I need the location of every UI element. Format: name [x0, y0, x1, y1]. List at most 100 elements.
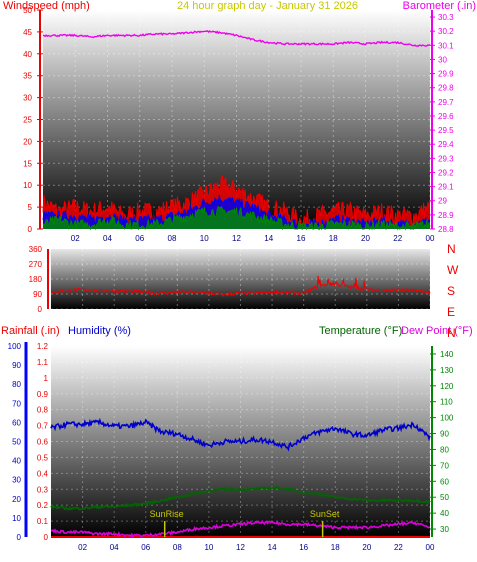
windspeed-tick-label: 20 — [23, 137, 32, 146]
temperature-tick-label: 70 — [440, 461, 449, 470]
direction-letter: S — [447, 284, 455, 298]
humidity-tick-label: 60 — [12, 418, 21, 427]
wind-x-tick-label: 12 — [232, 234, 241, 243]
temperature-tick-label: 100 — [440, 414, 454, 423]
rainfall-tick-label: 0.4 — [37, 469, 49, 478]
rainfall-tick-label: 0.8 — [37, 406, 49, 415]
humidity-tick-label: 30 — [12, 476, 21, 485]
temperature-x-tick-label: 22 — [394, 543, 403, 552]
temperature-tick-label: 60 — [440, 477, 449, 486]
wind-axes: 0 5 10 15 20 25 30 35 40 45 50 28.8 28.9 29 29.1 29.2 29… — [23, 6, 454, 243]
windspeed-tick-label: 30 — [23, 94, 32, 103]
temperature-x-tick-label: 20 — [362, 543, 371, 552]
direction-series — [51, 275, 431, 297]
windspeed-tick-label: 40 — [23, 50, 32, 59]
temperature-x-tick-label: 04 — [110, 543, 119, 552]
barometer-tick-label: 29.4 — [438, 140, 454, 149]
wind-series-line — [42, 195, 431, 231]
temperature-series-line — [50, 417, 431, 452]
temperature-x-tick-label: 12 — [236, 543, 245, 552]
direction-tick-label: 360 — [29, 245, 43, 254]
rainfall-tick-label: 1.1 — [37, 358, 49, 367]
rainfall-tick-label: 0.9 — [37, 390, 49, 399]
direction-series-line — [51, 275, 431, 297]
barometer-tick-label: 30.3 — [438, 13, 454, 22]
rainfall-tick-label: 0.6 — [37, 438, 49, 447]
wind-x-tick-label: 18 — [329, 234, 338, 243]
wind-x-tick-label: 20 — [361, 234, 370, 243]
wind-x-tick-label: 00 — [426, 234, 435, 243]
temperature-grid — [51, 345, 431, 538]
temperature-x-tick-label: 02 — [78, 543, 87, 552]
temperature-tick-label: 40 — [440, 509, 449, 518]
temperature-tick-label: 110 — [440, 398, 453, 407]
wind-series-line — [42, 205, 431, 231]
direction-tick-label: 90 — [33, 290, 42, 299]
rainfall-tick-label: 1 — [44, 374, 49, 383]
humidity-tick-label: 0 — [17, 533, 22, 542]
windspeed-tick-label: 35 — [23, 72, 32, 81]
direction-plot-area — [51, 249, 430, 309]
rainfall-tick-label: 1.2 — [37, 342, 49, 351]
rainfall-tick-label: 0.7 — [37, 422, 49, 431]
wind-x-tick-label: 16 — [297, 234, 306, 243]
direction-grid — [51, 248, 431, 310]
temperature-tick-label: 90 — [440, 430, 449, 439]
barometer-tick-label: 28.9 — [438, 211, 454, 220]
direction-letter: W — [447, 263, 459, 277]
direction-letter: E — [447, 305, 455, 319]
sun-event-label: SunRise — [150, 509, 184, 519]
dewpoint-axis-label: Dew Point (°F) — [401, 325, 473, 337]
rainfall-tick-label: 0 — [44, 533, 49, 542]
humidity-axis-label: Humidity (%) — [68, 325, 131, 337]
rainfall-tick-label: 0.3 — [37, 485, 49, 494]
temperature-x-tick-label: 06 — [141, 543, 150, 552]
temperature-x-tick-label: 10 — [204, 543, 213, 552]
wind-x-tick-label: 04 — [103, 234, 112, 243]
direction-tick-label: 0 — [38, 305, 43, 314]
windspeed-tick-label: 25 — [23, 116, 32, 125]
windspeed-tick-label: 5 — [28, 203, 33, 212]
temperature-x-tick-label: 18 — [331, 543, 340, 552]
temperature-tick-label: 50 — [440, 493, 449, 502]
barometer-tick-label: 29.9 — [438, 70, 454, 79]
windspeed-tick-label: 50 — [23, 6, 32, 15]
wind-x-tick-label: 06 — [135, 234, 144, 243]
rainfall-tick-label: 0.1 — [37, 517, 49, 526]
rainfall-tick-label: 0.5 — [37, 453, 49, 462]
wind-x-tick-label: 22 — [393, 234, 402, 243]
temperature-axis-label: Temperature (°F) — [319, 325, 402, 337]
direction-tick-label: 180 — [29, 275, 43, 284]
windspeed-axis-label: Windspeed (mph) — [3, 0, 90, 12]
barometer-tick-label: 28.8 — [438, 225, 454, 234]
humidity-tick-label: 100 — [8, 342, 22, 351]
barometer-axis-label: Barometer (.in) — [403, 0, 476, 12]
windspeed-tick-label: 15 — [23, 159, 32, 168]
windspeed-tick-label: 0 — [28, 225, 33, 234]
temperature-axes: 0 0.1 0.2 0.3 0.4 0.5 0.6 0.7 0.8 0.9 1 1.1 1.2 0 10 20… — [8, 342, 454, 552]
wind-x-tick-label: 02 — [71, 234, 80, 243]
temperature-series: SunRise SunSet — [50, 417, 431, 539]
wind-x-tick-label: 10 — [200, 234, 209, 243]
humidity-tick-label: 80 — [12, 380, 21, 389]
temperature-x-tick-label: 08 — [173, 543, 182, 552]
humidity-tick-label: 50 — [12, 438, 21, 447]
direction-letter: N — [447, 242, 456, 256]
barometer-tick-label: 29.6 — [438, 112, 454, 121]
temperature-tick-label: 130 — [440, 366, 454, 375]
direction-axes: 0 90 180 270 360 — [29, 245, 49, 314]
humidity-tick-label: 10 — [12, 514, 21, 523]
barometer-tick-label: 29.7 — [438, 98, 454, 107]
temperature-tick-label: 140 — [440, 350, 454, 359]
barometer-tick-label: 30.2 — [438, 27, 454, 36]
temperature-tick-label: 120 — [440, 382, 454, 391]
barometer-tick-label: 29 — [438, 197, 447, 206]
barometer-tick-label: 29.5 — [438, 126, 454, 135]
sun-event-label: SunSet — [310, 509, 340, 519]
humidity-tick-label: 20 — [12, 495, 21, 504]
windspeed-tick-label: 45 — [23, 28, 32, 37]
barometer-tick-label: 30 — [438, 55, 447, 64]
